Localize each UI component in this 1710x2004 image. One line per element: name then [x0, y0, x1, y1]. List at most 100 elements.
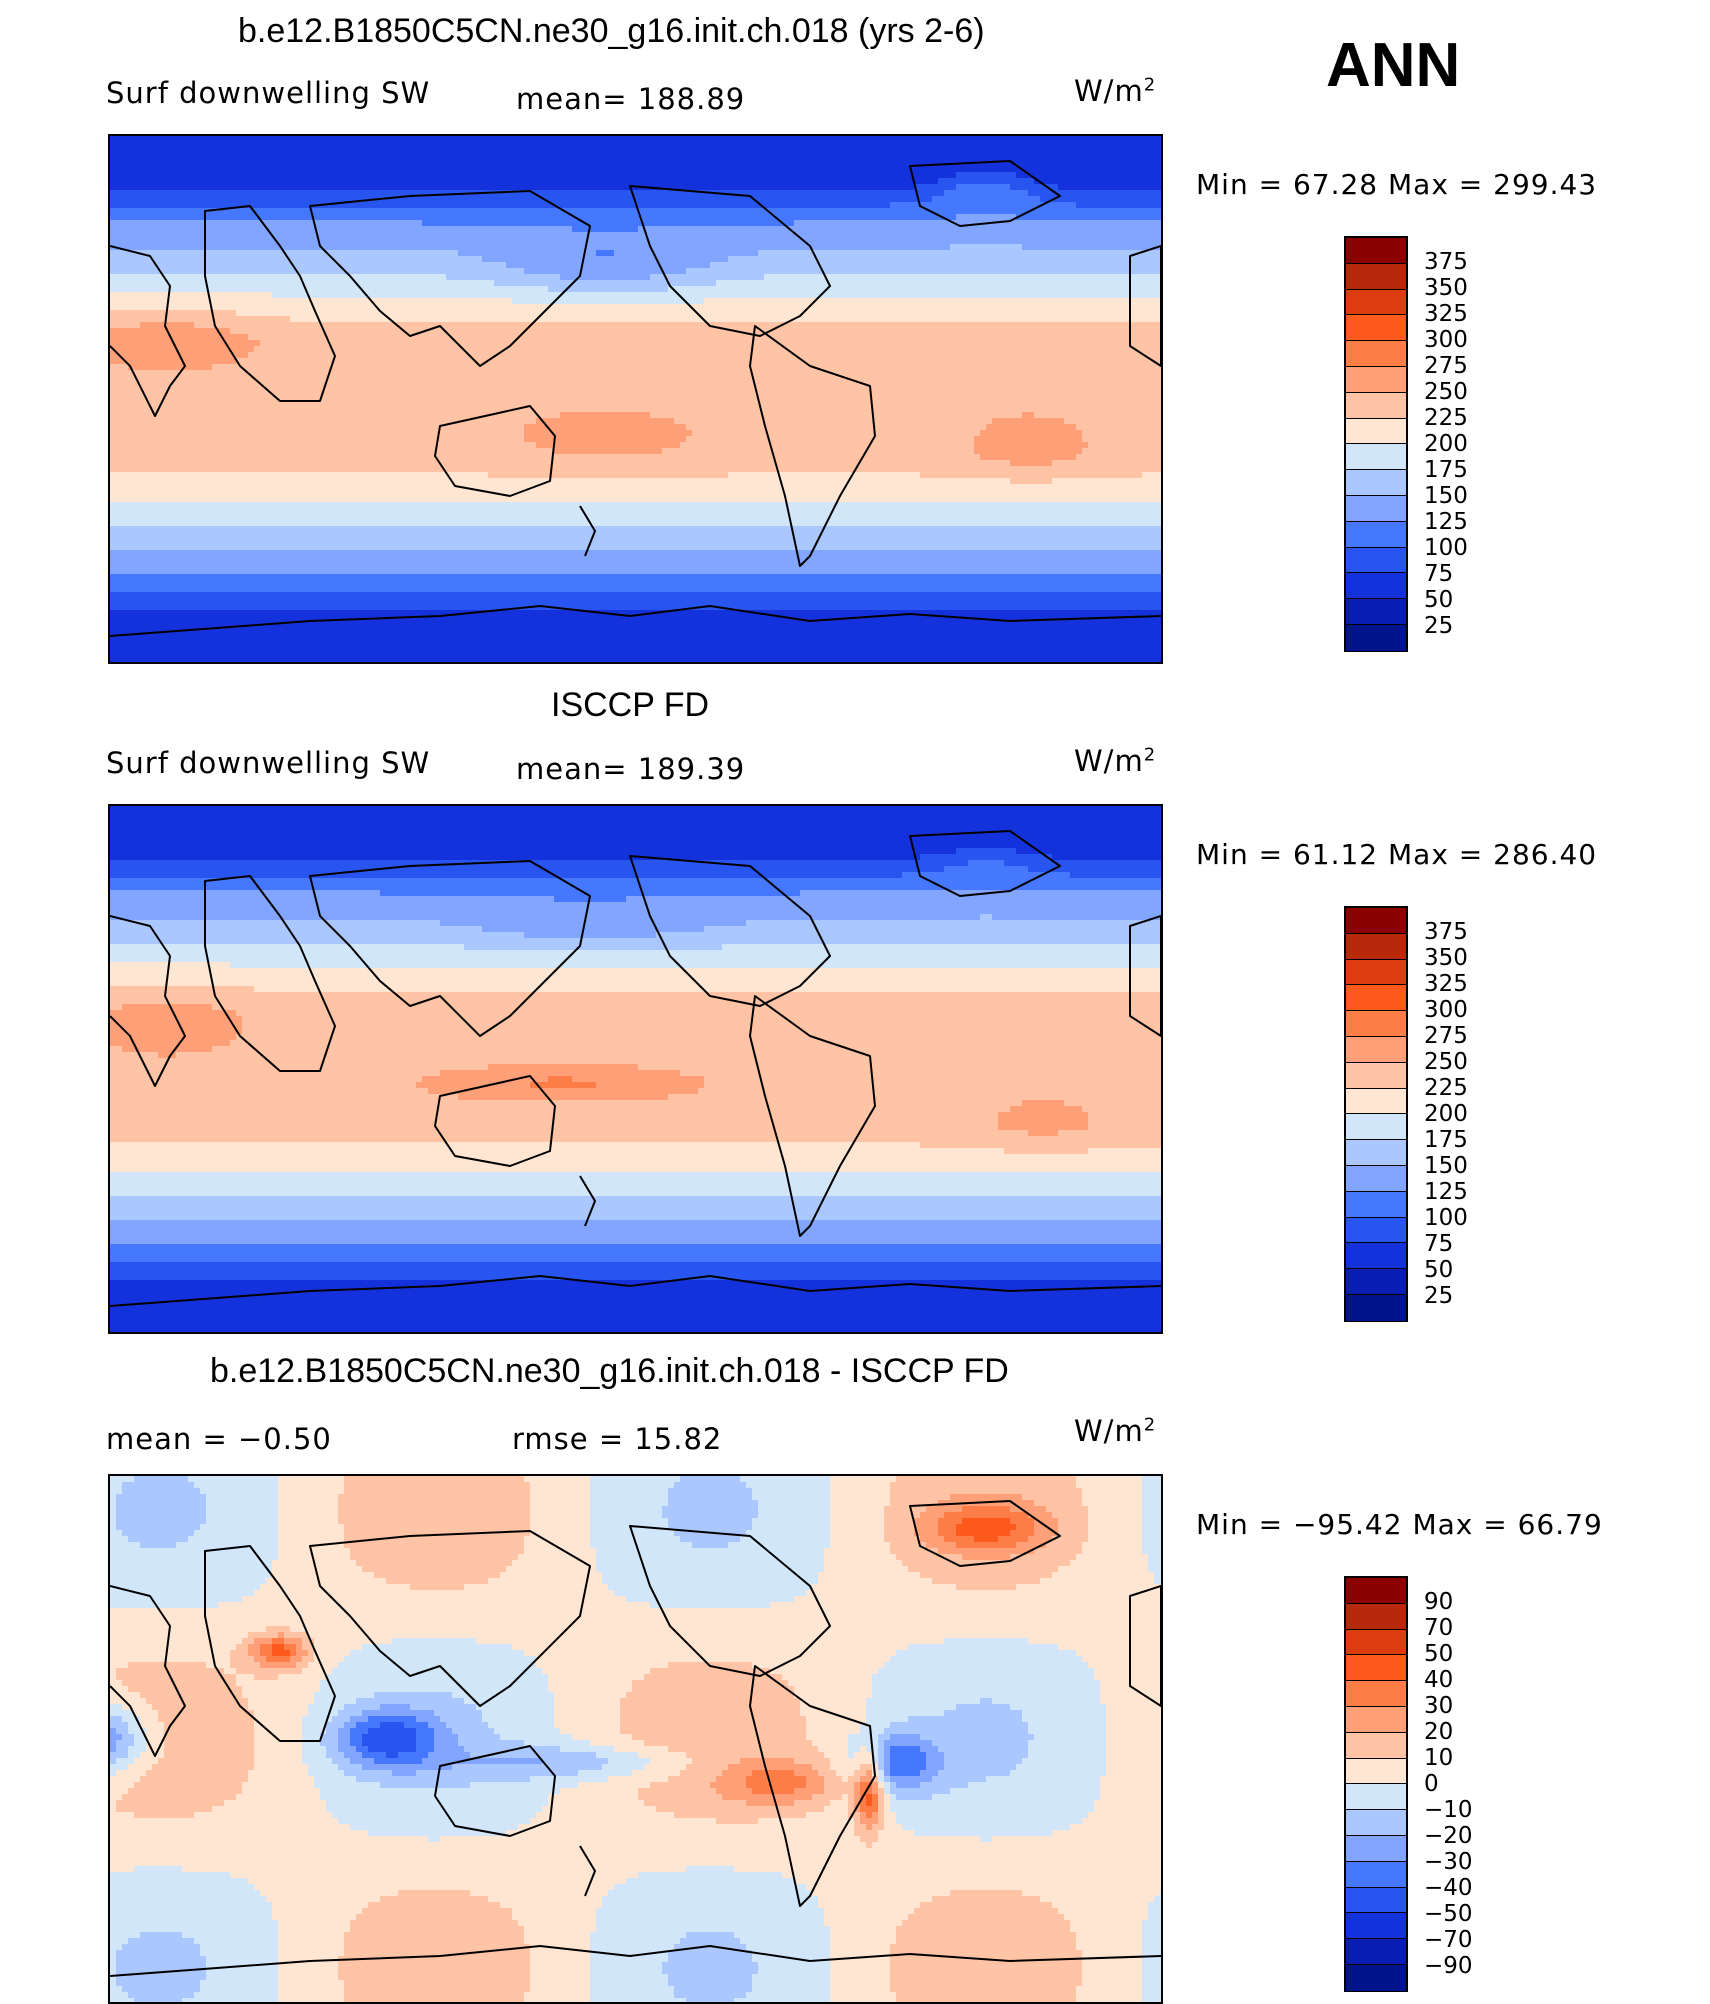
colorbar-tick-label: 375 — [1424, 251, 1468, 274]
colorbar-swatch — [1346, 366, 1406, 393]
colorbar-tick-label: 225 — [1424, 1077, 1468, 1100]
colorbar-tick-label: 50 — [1424, 1643, 1453, 1666]
colorbar-tick-label: 200 — [1424, 1103, 1468, 1126]
colorbar-tick-label: −20 — [1424, 1825, 1473, 1848]
colorbar-swatch — [1346, 444, 1406, 471]
colorbar-tick-label: 275 — [1424, 1025, 1468, 1048]
panel-2-colorbar: 375 350 325 300 275 250 225 200 175 150 125 100 75 50… — [1344, 906, 1544, 1322]
units-sup: 2 — [1144, 1414, 1156, 1435]
colorbar-tick-label: 25 — [1424, 1285, 1453, 1308]
colorbar-tick-label: 70 — [1424, 1617, 1453, 1640]
colorbar-tick-label: 150 — [1424, 1155, 1468, 1178]
colorbar-swatch — [1346, 1140, 1406, 1166]
colorbar-tick-label: 150 — [1424, 485, 1468, 508]
colorbar-tick-label: −40 — [1424, 1877, 1473, 1900]
panel-2-field — [110, 806, 1161, 1332]
colorbar-tick-label: 100 — [1424, 537, 1468, 560]
panel-3-minmax: Min = −95.42 Max = 66.79 — [1196, 1508, 1603, 1541]
panel-3-units: W/m2 — [1074, 1414, 1156, 1448]
colorbar-swatch — [1346, 263, 1406, 290]
colorbar-swatch — [1346, 315, 1406, 342]
colorbar-tick-label: 40 — [1424, 1669, 1453, 1692]
colorbar-tick-label: 250 — [1424, 1051, 1468, 1074]
colorbar-tick-label: 300 — [1424, 999, 1468, 1022]
colorbar-tick-label: 375 — [1424, 921, 1468, 944]
panel-2-title: ISCCP FD — [551, 686, 709, 725]
colorbar-swatch — [1346, 289, 1406, 316]
colorbar-swatch — [1346, 1964, 1406, 1991]
panel-2-map — [108, 804, 1163, 1334]
colorbar-tick-label: −10 — [1424, 1799, 1473, 1822]
panel-1-field — [110, 136, 1161, 662]
panel-2-mean-label: mean= 189.39 — [516, 752, 745, 786]
colorbar-swatch — [1346, 341, 1406, 367]
panel-2-variable-label: Surf downwelling SW — [106, 746, 430, 780]
colorbar-tick-label: 100 — [1424, 1207, 1468, 1230]
colorbar-swatch — [1346, 908, 1406, 934]
colorbar-swatch — [1346, 1655, 1406, 1682]
panel-3-field — [110, 1476, 1161, 2002]
colorbar-swatch — [1346, 985, 1406, 1012]
panel-1-map — [108, 134, 1163, 664]
colorbar-box — [1344, 236, 1408, 652]
colorbar-tick-label: 50 — [1424, 589, 1453, 612]
colorbar-swatch — [1346, 1011, 1406, 1037]
colorbar-tick-label: 75 — [1424, 563, 1453, 586]
colorbar-tick-label: 50 — [1424, 1259, 1453, 1282]
colorbar-swatch — [1346, 1294, 1406, 1321]
units-sup: 2 — [1144, 744, 1156, 765]
colorbar-tick-label: 275 — [1424, 355, 1468, 378]
panel-1-units: W/m2 — [1074, 74, 1156, 108]
panel-3-map — [108, 1474, 1163, 2004]
colorbar-swatch — [1346, 521, 1406, 548]
colorbar-tick-label: 250 — [1424, 381, 1468, 404]
colorbar-tick-label: 225 — [1424, 407, 1468, 430]
colorbar-tick-label: 0 — [1424, 1773, 1439, 1796]
colorbar-swatch — [1346, 1269, 1406, 1295]
colorbar-tick-label: 200 — [1424, 433, 1468, 456]
colorbar-tick-label: 175 — [1424, 1129, 1468, 1152]
colorbar-swatch — [1346, 1706, 1406, 1733]
panel-2-minmax: Min = 61.12 Max = 286.40 — [1196, 838, 1597, 871]
colorbar-swatch — [1346, 1681, 1406, 1707]
panel-3-mean-label: mean = −0.50 — [106, 1422, 332, 1456]
colorbar-swatch — [1346, 1629, 1406, 1656]
panel-1-minmax: Min = 67.28 Max = 299.43 — [1196, 168, 1597, 201]
colorbar-swatch — [1346, 1036, 1406, 1063]
colorbar-tick-label: 175 — [1424, 459, 1468, 482]
colorbar-tick-label: 350 — [1424, 277, 1468, 300]
colorbar-tick-label: 325 — [1424, 303, 1468, 326]
colorbar-swatch — [1346, 1191, 1406, 1218]
colorbar-swatch — [1346, 933, 1406, 960]
units-text: W/m — [1074, 744, 1144, 778]
panel-3-title: b.e12.B1850C5CN.ne30_g16.init.ch.018 - I… — [210, 1352, 1009, 1391]
colorbar-tick-label: −90 — [1424, 1955, 1473, 1978]
colorbar-swatch — [1346, 1578, 1406, 1604]
colorbar-swatch — [1346, 1784, 1406, 1811]
colorbar-swatch — [1346, 1835, 1406, 1862]
colorbar-swatch — [1346, 1913, 1406, 1940]
colorbar-swatch — [1346, 1603, 1406, 1630]
colorbar-swatch — [1346, 1217, 1406, 1244]
colorbar-swatch — [1346, 238, 1406, 264]
colorbar-swatch — [1346, 624, 1406, 651]
colorbar-tick-label: 90 — [1424, 1591, 1453, 1614]
colorbar-swatch — [1346, 599, 1406, 625]
panel-3-rmse-label: rmse = 15.82 — [512, 1422, 722, 1456]
panel-1-variable-label: Surf downwelling SW — [106, 76, 430, 110]
panel-1-colorbar: 375 350 325 300 275 250 225 200 175 150 125 100 75 50… — [1344, 236, 1544, 652]
colorbar-swatch — [1346, 1810, 1406, 1836]
units-text: W/m — [1074, 1414, 1144, 1448]
colorbar-swatch — [1346, 495, 1406, 522]
colorbar-tick-label: −50 — [1424, 1903, 1473, 1926]
colorbar-swatch — [1346, 1165, 1406, 1192]
season-label: ANN — [1326, 30, 1460, 101]
colorbar-tick-label: 30 — [1424, 1695, 1453, 1718]
colorbar-swatch — [1346, 1732, 1406, 1759]
colorbar-tick-label: 10 — [1424, 1747, 1453, 1770]
colorbar-box — [1344, 1576, 1408, 1992]
colorbar-box — [1344, 906, 1408, 1322]
colorbar-swatch — [1346, 1758, 1406, 1785]
colorbar-tick-label: 125 — [1424, 1181, 1468, 1204]
colorbar-tick-label: −30 — [1424, 1851, 1473, 1874]
